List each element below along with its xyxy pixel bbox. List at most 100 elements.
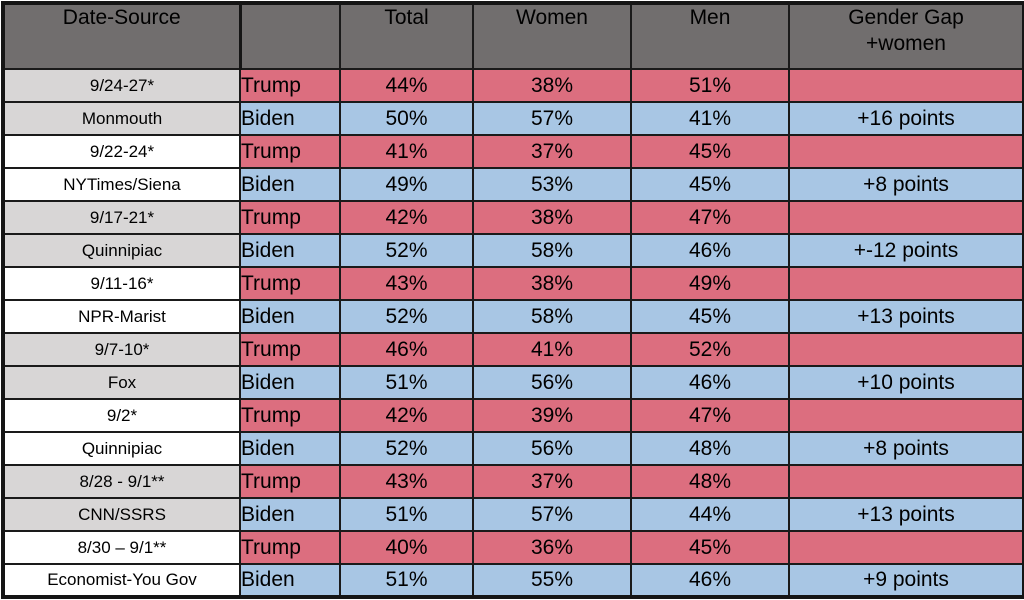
men-cell: 45% <box>630 167 790 202</box>
men-cell: 52% <box>630 332 790 367</box>
women-cell: 58% <box>472 299 632 334</box>
total-cell: 43% <box>339 266 474 301</box>
women-cell: 56% <box>472 431 632 466</box>
table-row: 9/7-10* Trump 46% 41% 52% <box>2 332 1024 367</box>
men-cell: 45% <box>630 530 790 565</box>
gap-cell <box>788 530 1024 565</box>
gap-cell <box>788 398 1024 433</box>
date-cell: 8/28 - 9/1** <box>2 464 241 499</box>
total-cell: 52% <box>339 431 474 466</box>
gap-cell: +8 points <box>788 431 1024 466</box>
gap-cell <box>788 266 1024 301</box>
men-cell: 49% <box>630 266 790 301</box>
candidate-cell: Trump <box>239 200 341 235</box>
men-cell: 47% <box>630 200 790 235</box>
candidate-cell: Biden <box>239 431 341 466</box>
women-cell: 38% <box>472 200 632 235</box>
women-cell: 38% <box>472 266 632 301</box>
candidate-cell: Trump <box>239 398 341 433</box>
table-row: 8/30 – 9/1** Trump 40% 36% 45% <box>2 530 1024 565</box>
date-cell: NYTimes/Siena <box>2 167 241 202</box>
date-cell: 9/24-27* <box>2 68 241 103</box>
date-cell: 9/11-16* <box>2 266 241 301</box>
table-row: CNN/SSRS Biden 51% 57% 44% +13 points <box>2 497 1024 532</box>
women-cell: 37% <box>472 464 632 499</box>
header-women: Women <box>472 2 632 70</box>
women-cell: 57% <box>472 497 632 532</box>
gap-cell: +16 points <box>788 101 1024 136</box>
candidate-cell: Biden <box>239 365 341 400</box>
women-cell: 36% <box>472 530 632 565</box>
header-candidate <box>239 2 341 70</box>
total-cell: 46% <box>339 332 474 367</box>
total-cell: 43% <box>339 464 474 499</box>
women-cell: 37% <box>472 134 632 169</box>
candidate-cell: Biden <box>239 233 341 268</box>
date-cell: NPR-Marist <box>2 299 241 334</box>
men-cell: 46% <box>630 233 790 268</box>
men-cell: 46% <box>630 365 790 400</box>
date-cell: 9/22-24* <box>2 134 241 169</box>
men-cell: 48% <box>630 464 790 499</box>
table-header-row: Date-Source Total Women Men Gender Gap +… <box>2 2 1024 70</box>
table-row: NPR-Marist Biden 52% 58% 45% +13 points <box>2 299 1024 334</box>
table-row: 9/11-16* Trump 43% 38% 49% <box>2 266 1024 301</box>
women-cell: 41% <box>472 332 632 367</box>
date-cell: 9/17-21* <box>2 200 241 235</box>
women-cell: 39% <box>472 398 632 433</box>
men-cell: 46% <box>630 563 790 598</box>
gap-cell <box>788 464 1024 499</box>
men-cell: 48% <box>630 431 790 466</box>
candidate-cell: Trump <box>239 464 341 499</box>
men-cell: 45% <box>630 299 790 334</box>
candidate-cell: Biden <box>239 167 341 202</box>
women-cell: 55% <box>472 563 632 598</box>
date-cell: 9/2* <box>2 398 241 433</box>
candidate-cell: Trump <box>239 134 341 169</box>
table-row: 8/28 - 9/1** Trump 43% 37% 48% <box>2 464 1024 499</box>
gap-cell: +-12 points <box>788 233 1024 268</box>
table-row: 9/17-21* Trump 42% 38% 47% <box>2 200 1024 235</box>
gap-cell: +8 points <box>788 167 1024 202</box>
women-cell: 56% <box>472 365 632 400</box>
date-cell: Quinnipiac <box>2 431 241 466</box>
men-cell: 45% <box>630 134 790 169</box>
table-row: NYTimes/Siena Biden 49% 53% 45% +8 point… <box>2 167 1024 202</box>
gap-cell: +9 points <box>788 563 1024 598</box>
total-cell: 50% <box>339 101 474 136</box>
men-cell: 41% <box>630 101 790 136</box>
total-cell: 40% <box>339 530 474 565</box>
gap-cell: +13 points <box>788 299 1024 334</box>
date-cell: 9/7-10* <box>2 332 241 367</box>
total-cell: 51% <box>339 563 474 598</box>
candidate-cell: Biden <box>239 497 341 532</box>
candidate-cell: Biden <box>239 563 341 598</box>
date-cell: 8/30 – 9/1** <box>2 530 241 565</box>
header-gender-gap-line1: Gender Gap <box>848 6 964 29</box>
table-row: Monmouth Biden 50% 57% 41% +16 points <box>2 101 1024 136</box>
women-cell: 58% <box>472 233 632 268</box>
table-row: 9/24-27* Trump 44% 38% 51% <box>2 68 1024 103</box>
candidate-cell: Trump <box>239 530 341 565</box>
table-row: Quinnipiac Biden 52% 56% 48% +8 points <box>2 431 1024 466</box>
gap-cell: +10 points <box>788 365 1024 400</box>
header-gender-gap-line2: +women <box>866 32 946 55</box>
women-cell: 53% <box>472 167 632 202</box>
men-cell: 44% <box>630 497 790 532</box>
women-cell: 38% <box>472 68 632 103</box>
date-cell: Monmouth <box>2 101 241 136</box>
men-cell: 51% <box>630 68 790 103</box>
gap-cell <box>788 200 1024 235</box>
header-date-source: Date-Source <box>2 2 242 70</box>
candidate-cell: Biden <box>239 101 341 136</box>
table-row: Fox Biden 51% 56% 46% +10 points <box>2 365 1024 400</box>
candidate-cell: Trump <box>239 332 341 367</box>
total-cell: 44% <box>339 68 474 103</box>
women-cell: 57% <box>472 101 632 136</box>
table-row: Economist-You Gov Biden 51% 55% 46% +9 p… <box>2 563 1024 598</box>
candidate-cell: Trump <box>239 68 341 103</box>
candidate-cell: Biden <box>239 299 341 334</box>
gap-cell: +13 points <box>788 497 1024 532</box>
